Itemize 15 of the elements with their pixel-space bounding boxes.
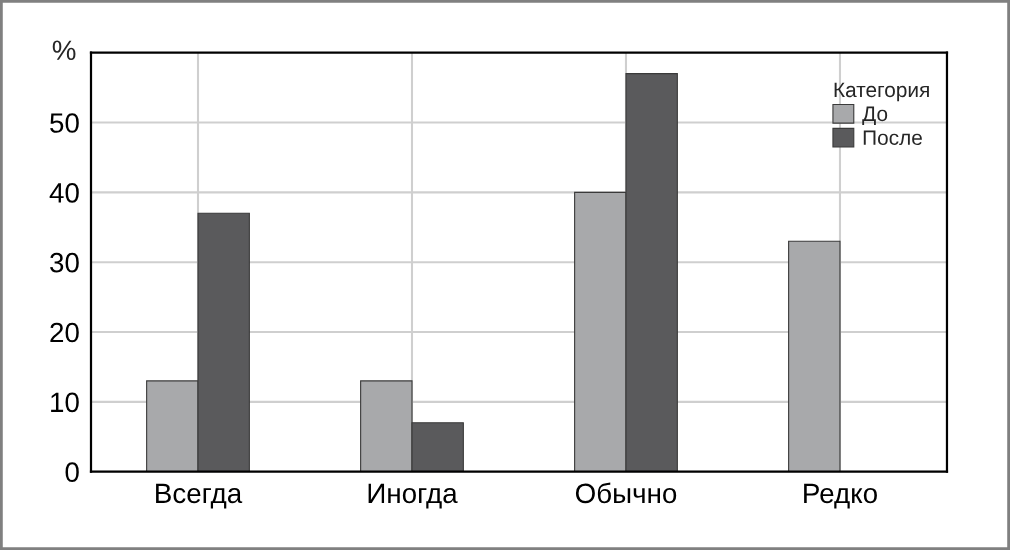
y-tick-label: 30 bbox=[50, 252, 79, 273]
y-tick-label: 40 bbox=[49, 183, 79, 203]
y-tick-label: 0 bbox=[65, 462, 79, 483]
y-axis-title: % bbox=[52, 40, 76, 61]
x-tick-label: Всегда bbox=[156, 483, 243, 509]
legend-title: Категория bbox=[834, 82, 929, 102]
bar bbox=[788, 240, 841, 472]
y-tick-label: 50 bbox=[50, 113, 79, 133]
x-tick-label: Иногда bbox=[368, 483, 458, 509]
x-tick-label: Редко bbox=[804, 483, 877, 509]
y-tick-label: 10 bbox=[51, 392, 79, 413]
y-tick-label: 20 bbox=[50, 322, 79, 343]
legend-label: После bbox=[863, 130, 922, 146]
legend-label: До bbox=[862, 106, 888, 126]
x-tick-label: Обычно bbox=[575, 482, 677, 504]
